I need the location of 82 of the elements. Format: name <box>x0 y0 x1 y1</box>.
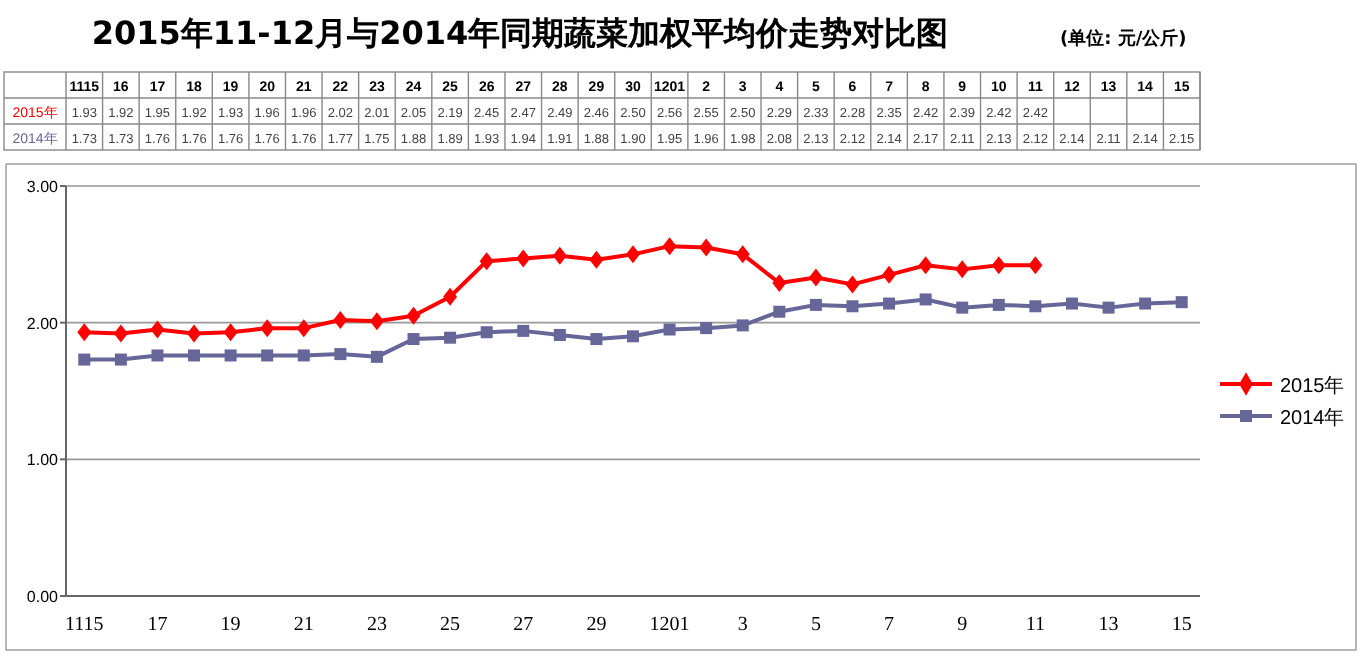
point <box>700 322 713 335</box>
category-label: 19 <box>220 614 241 636</box>
point <box>224 349 237 362</box>
point <box>736 319 749 332</box>
point <box>188 349 201 362</box>
category-label: 3 <box>737 614 748 636</box>
category-label: 15 <box>1171 614 1192 636</box>
point <box>809 298 822 311</box>
point <box>553 328 566 341</box>
y-tick-label: 2.00 <box>26 314 60 333</box>
point <box>407 333 420 346</box>
category-label: 7 <box>884 614 895 636</box>
chart-title: 2015年11-12月与2014年同期蔬菜加权平均价走势对比图 <box>91 14 949 52</box>
point <box>626 245 640 264</box>
point <box>223 323 238 342</box>
point <box>992 298 1005 311</box>
point <box>479 252 494 271</box>
point <box>113 324 128 343</box>
point <box>369 312 384 331</box>
point <box>114 353 127 366</box>
point <box>772 274 787 293</box>
point <box>735 245 750 264</box>
point <box>517 324 530 337</box>
point <box>1139 297 1152 310</box>
point <box>845 275 860 294</box>
point <box>699 238 714 257</box>
point <box>773 305 786 318</box>
category-label: 1115 <box>65 614 104 636</box>
category-label: 5 <box>810 614 821 636</box>
point <box>663 323 676 336</box>
point <box>918 256 933 275</box>
point <box>552 246 567 265</box>
point <box>1029 300 1042 313</box>
point <box>77 323 92 342</box>
point <box>1102 301 1115 314</box>
point <box>297 349 310 362</box>
point <box>919 293 932 306</box>
point <box>662 237 677 256</box>
category-label: 1201 <box>649 614 690 636</box>
legend-label: 2015年 <box>1280 374 1345 398</box>
point <box>370 350 383 363</box>
category-label: 9 <box>957 614 968 636</box>
point <box>846 300 859 313</box>
point <box>516 249 531 268</box>
category-label: 25 <box>440 614 461 636</box>
legend-label: 2014年 <box>1280 406 1345 430</box>
point <box>882 265 897 284</box>
point <box>590 333 603 346</box>
point <box>334 348 347 361</box>
y-tick-label: 1.00 <box>26 451 60 470</box>
point <box>808 268 823 287</box>
point <box>260 319 275 338</box>
point <box>151 349 164 362</box>
point <box>991 256 1006 275</box>
category-label: 21 <box>293 614 314 636</box>
category-label: 11 <box>1025 614 1046 636</box>
point <box>883 297 896 310</box>
point <box>296 319 311 338</box>
y-tick-label: 3.00 <box>26 178 60 196</box>
point <box>444 331 457 344</box>
point <box>406 306 421 325</box>
point <box>333 310 348 329</box>
point <box>187 324 202 343</box>
point <box>627 330 639 343</box>
category-label: 29 <box>586 614 607 636</box>
category-label: 17 <box>147 614 168 636</box>
category-label: 23 <box>366 614 387 636</box>
point <box>443 287 458 306</box>
point <box>1065 297 1078 310</box>
point <box>1175 296 1188 309</box>
point <box>1028 256 1043 275</box>
point <box>480 326 493 339</box>
point <box>261 349 274 362</box>
point <box>150 320 165 339</box>
category-label: 27 <box>513 614 534 636</box>
point <box>589 250 604 269</box>
point <box>956 301 969 314</box>
category-label: 13 <box>1098 614 1119 636</box>
point <box>955 260 970 279</box>
chart-subtitle: (单位: 元/公斤) <box>1060 28 1187 50</box>
y-tick-label: 0.00 <box>26 588 60 606</box>
point <box>78 353 91 366</box>
